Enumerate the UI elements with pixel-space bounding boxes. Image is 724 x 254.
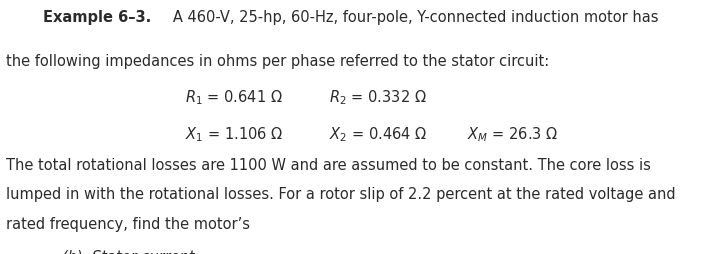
- Text: Example 6–3.: Example 6–3.: [43, 10, 152, 25]
- Text: lumped in with the rotational losses. For a rotor slip of 2.2 percent at the rat: lumped in with the rotational losses. Fo…: [6, 187, 675, 202]
- Text: $R_1$ = 0.641 Ω: $R_1$ = 0.641 Ω: [185, 88, 282, 106]
- Text: rated frequency, find the motor’s: rated frequency, find the motor’s: [6, 216, 250, 231]
- Text: $R_2$ = 0.332 Ω: $R_2$ = 0.332 Ω: [329, 88, 427, 106]
- Text: the following impedances in ohms per phase referred to the stator circuit:: the following impedances in ohms per pha…: [6, 53, 549, 68]
- Text: The total rotational losses are 1100 W and are assumed to be constant. The core : The total rotational losses are 1100 W a…: [6, 157, 651, 172]
- Text: (b)  Stator current: (b) Stator current: [62, 249, 194, 254]
- Text: $X_1$ = 1.106 Ω: $X_1$ = 1.106 Ω: [185, 124, 283, 143]
- Text: A 460-V, 25-hp, 60-Hz, four-pole, Y-connected induction motor has: A 460-V, 25-hp, 60-Hz, four-pole, Y-conn…: [159, 10, 659, 25]
- Text: $X_2$ = 0.464 Ω: $X_2$ = 0.464 Ω: [329, 124, 428, 143]
- Text: $X_M$ = 26.3 Ω: $X_M$ = 26.3 Ω: [467, 124, 558, 143]
